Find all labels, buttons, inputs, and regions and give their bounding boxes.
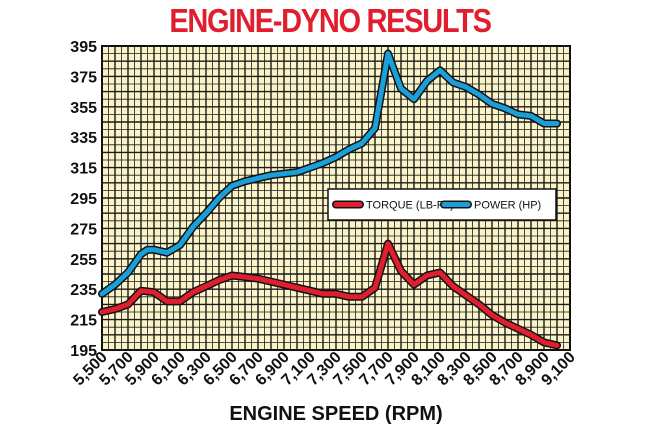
torque-legend-label: TORQUE (LB-FT) bbox=[366, 200, 454, 212]
torque-line bbox=[99, 241, 560, 348]
y-tick-label: 295 bbox=[70, 191, 97, 208]
y-tick-label: 375 bbox=[70, 69, 97, 86]
y-tick-label: 255 bbox=[70, 252, 97, 269]
chart-title: ENGINE-DYNO RESULTS bbox=[169, 2, 492, 39]
power-legend-label: POWER (HP) bbox=[474, 200, 541, 212]
y-tick-label: 275 bbox=[70, 221, 97, 238]
y-tick-label: 235 bbox=[70, 282, 97, 299]
power-line bbox=[99, 51, 560, 297]
x-axis-label: ENGINE SPEED (RPM) bbox=[229, 403, 442, 425]
y-tick-label: 335 bbox=[70, 130, 97, 147]
y-tick-label: 195 bbox=[70, 343, 97, 360]
y-tick-label: 215 bbox=[70, 313, 97, 330]
y-tick-label: 315 bbox=[70, 161, 97, 178]
y-tick-label: 395 bbox=[70, 39, 97, 56]
plot-border bbox=[101, 45, 571, 351]
y-tick-label: 355 bbox=[70, 100, 97, 117]
